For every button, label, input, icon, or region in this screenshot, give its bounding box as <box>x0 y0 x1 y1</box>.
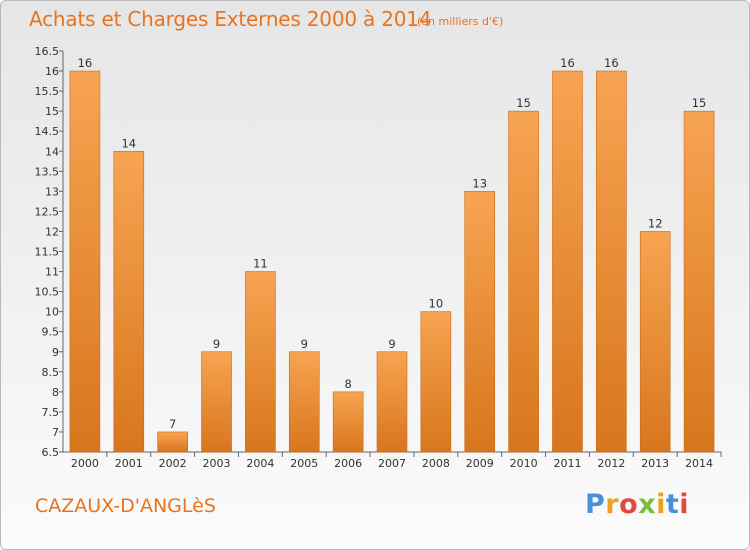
y-tick-label: 10.5 <box>35 286 60 299</box>
value-labels: 16 14 7 9 11 9 8 9 10 13 15 16 16 12 15 <box>78 56 707 431</box>
y-tick-label: 13.5 <box>35 165 60 178</box>
bar-value-label: 9 <box>213 337 220 351</box>
bar <box>508 110 539 453</box>
x-tick-label: 2011 <box>553 457 581 470</box>
y-tick-label: 16.5 <box>35 45 60 58</box>
bar <box>683 110 715 453</box>
commune-name: CAZAUX-D'ANGLèS <box>35 495 216 517</box>
chart-subtitle: (en milliers d'€) <box>417 15 504 28</box>
y-tick-label: 8 <box>52 386 59 399</box>
x-tick-label: 2010 <box>510 457 538 470</box>
proxiti-logo[interactable]: Proxiti <box>585 489 690 520</box>
bar <box>288 351 320 453</box>
x-tick-label: 2005 <box>290 457 318 470</box>
x-axis: 2000 2001 2002 2003 2004 2005 2006 2007 2008 2009… <box>63 451 722 470</box>
x-tick-label: 2000 <box>71 457 99 470</box>
bar-value-label: 11 <box>253 257 268 271</box>
bar <box>464 191 496 453</box>
bar-value-label: 7 <box>169 417 176 431</box>
x-tick-label: 2001 <box>115 457 143 470</box>
bar <box>157 431 188 453</box>
y-tick-label: 7.5 <box>42 406 60 419</box>
bars <box>69 70 715 453</box>
x-tick-label: 2009 <box>466 457 494 470</box>
chart-title: Achats et Charges Externes 2000 à 2014 <box>29 7 432 31</box>
y-tick-label: 9.5 <box>42 326 60 339</box>
x-tick-label: 2014 <box>685 457 713 470</box>
bar-value-label: 15 <box>516 96 531 110</box>
y-tick-label: 12.5 <box>35 205 60 218</box>
bar <box>332 391 364 453</box>
y-tick-label: 10 <box>45 306 59 319</box>
y-tick-label: 14 <box>45 145 59 158</box>
bar <box>596 70 627 453</box>
y-tick-label: 8.5 <box>42 366 60 379</box>
bar-value-label: 12 <box>648 216 663 230</box>
y-tick-label: 14.5 <box>35 125 60 138</box>
bar <box>376 351 408 453</box>
bar <box>201 351 232 453</box>
bar <box>113 150 145 453</box>
bar <box>69 70 101 453</box>
bar-value-label: 16 <box>560 56 575 70</box>
bar-value-label: 8 <box>344 377 351 391</box>
bar-value-label: 16 <box>604 56 619 70</box>
y-tick-label: 7 <box>52 426 59 439</box>
x-tick-label: 2002 <box>159 457 187 470</box>
x-tick-label: 2008 <box>422 457 450 470</box>
bar-value-label: 16 <box>78 56 93 70</box>
y-tick-label: 11 <box>45 266 59 279</box>
bar <box>420 311 452 453</box>
x-tick-label: 2004 <box>246 457 274 470</box>
bar-value-label: 14 <box>121 136 136 150</box>
y-tick-label: 15 <box>45 105 59 118</box>
bar <box>245 271 276 453</box>
bar-value-label: 15 <box>692 96 707 110</box>
y-tick-label: 6.5 <box>42 446 60 459</box>
y-tick-label: 13 <box>45 185 59 198</box>
x-tick-label: 2003 <box>203 457 231 470</box>
bar-value-label: 9 <box>301 337 308 351</box>
bar <box>639 231 671 453</box>
bar-value-label: 9 <box>388 337 395 351</box>
bar <box>552 70 583 453</box>
bar-value-label: 10 <box>429 297 444 311</box>
y-tick-label: 15.5 <box>35 85 60 98</box>
y-tick-label: 16 <box>45 65 59 78</box>
y-tick-label: 11.5 <box>35 246 60 259</box>
x-tick-label: 2013 <box>641 457 669 470</box>
bar-value-label: 13 <box>472 176 487 190</box>
y-tick-label: 12 <box>45 225 59 238</box>
x-tick-label: 2012 <box>597 457 625 470</box>
x-tick-label: 2006 <box>334 457 362 470</box>
y-tick-label: 9 <box>52 346 59 359</box>
y-axis: 6.5 7 7.5 8 8.5 9 9.5 10 10.5 11 11.5 12 12.5 13 13.5 1… <box>35 45 64 459</box>
x-tick-label: 2007 <box>378 457 406 470</box>
